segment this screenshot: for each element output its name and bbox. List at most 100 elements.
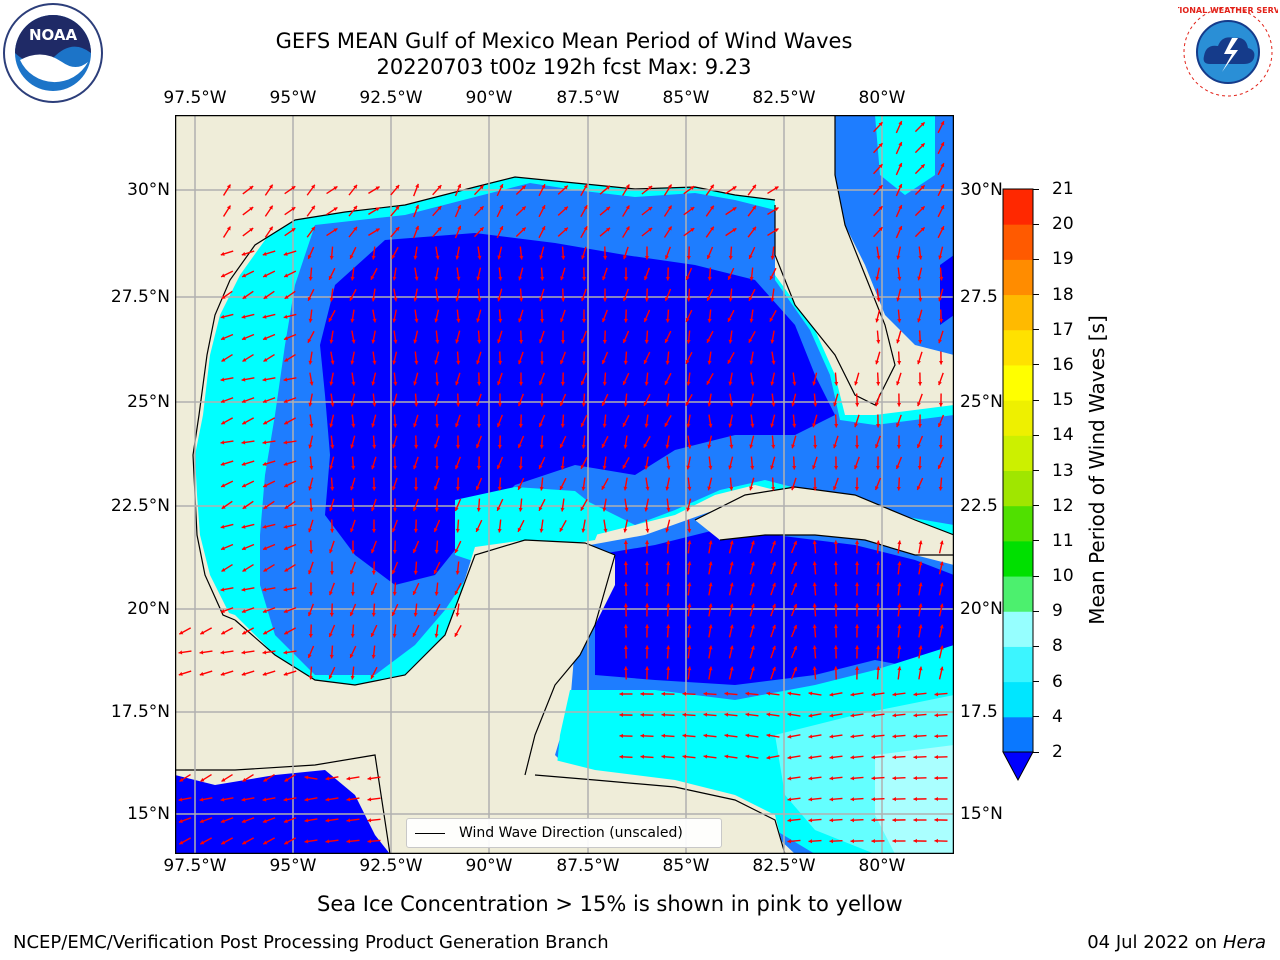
wind-wave-arrow-head [729,561,734,566]
wind-wave-arrow-head [686,507,691,512]
wind-wave-arrow-head [433,528,438,532]
wind-wave-arrow-head [687,540,692,545]
lat-tick-right: 17.5 [960,702,998,722]
wind-wave-arrow-head [728,255,733,260]
wind-wave-arrow-head [283,461,288,466]
lon-tick-top: 90°W [465,88,513,108]
wind-wave-arrow-head [539,402,544,407]
wind-wave-arrow-head [774,186,779,191]
lat-tick-right: 25°N [960,392,1003,412]
wind-wave-arrow-head [308,570,312,575]
wind-wave-arrow-head [850,797,855,802]
sea-ice-note: Sea Ice Concentration > 15% is shown in … [317,892,903,916]
lat-tick-left: 22.5°N [110,496,170,516]
colorbar-tick-mark [1033,223,1039,225]
wind-wave-arrow-head [226,184,231,189]
wind-wave-arrow-head [787,691,792,696]
wind-wave-arrow-head [518,276,523,281]
lat-tick-left: 20°N [127,599,170,619]
wind-wave-arrow-head [769,317,774,322]
wind-wave-arrow-head [833,603,838,608]
wind-wave-arrow-head [708,561,713,566]
wind-wave-arrow-head [371,654,376,659]
colorbar-tick-mark [1033,681,1039,683]
wind-wave-arrow-head [876,297,881,302]
wind-wave-arrow-head [939,582,944,587]
wind-wave-arrow-head [435,423,440,428]
wind-wave-arrow-head [896,381,901,386]
wind-wave-arrow-head [283,609,288,613]
colorbar-segment [1003,681,1033,718]
wind-wave-arrow-head [476,465,481,470]
wind-wave-arrow-head [307,296,312,301]
wind-wave-arrow-head [685,359,690,364]
wind-wave-arrow-head [622,297,627,302]
wind-wave-arrow-head [787,839,792,844]
wind-wave-arrow-head [766,755,771,760]
wind-wave-arrow-head [766,733,771,738]
wind-wave-arrow-head [370,275,375,280]
wind-wave-arrow-head [875,402,880,407]
wind-wave-arrow-head [793,666,798,671]
wind-wave-arrow-head [854,487,860,491]
wind-wave-arrow-head [938,339,943,344]
wind-wave-arrow-head [772,624,776,629]
wind-wave-arrow-head [833,666,838,671]
wind-wave-arrow-head [871,755,876,760]
wind-wave-arrow-head [284,336,288,341]
wind-wave-arrow-head [497,381,501,386]
lat-tick-left: 30°N [127,180,170,200]
coastlines [175,115,954,854]
wind-wave-arrow-head [732,186,737,190]
wind-wave-arrow-head [350,486,355,491]
wind-wave-arrow-head [304,839,309,844]
wind-wave-arrow-head [749,360,754,365]
lon-tick-top: 82.5°W [752,88,816,108]
wind-wave-arrow-head [687,528,692,533]
wind-wave-arrow-head [687,645,692,650]
wind-wave-arrow-head [372,444,377,449]
wind-wave-arrow-head [349,570,354,575]
wind-wave-arrow-head [433,486,438,491]
wind-wave-arrow-head [262,609,267,613]
wind-wave-arrow-head [414,444,419,449]
wind-wave-arrow-head [283,251,288,256]
wind-wave-arrow-head [623,444,628,449]
wind-wave-arrow-head [304,797,309,802]
wind-wave-arrow-head [499,184,504,189]
wind-wave-arrow-head [518,382,524,386]
wind-wave-arrow-head [606,185,610,190]
wind-wave-arrow-head [664,255,669,260]
wind-wave-arrow-head [918,297,923,302]
wind-wave-arrow-head [413,465,417,470]
wind-wave-arrow-head [220,650,225,655]
wind-wave-arrow-head [221,336,225,341]
wind-wave-arrow-head [622,464,627,469]
wind-wave-arrow-head [708,465,713,470]
colorbar-tick-mark [1033,575,1039,577]
wind-wave-arrow-head [395,206,400,210]
wind-wave-arrow-head [283,399,288,403]
wind-wave-arrow-head [707,402,712,407]
wind-wave-arrow-head [917,402,921,407]
wind-wave-arrow-head [664,380,669,385]
wind-wave-arrow-head [455,381,460,386]
wind-wave-arrow-head [603,528,608,533]
wind-wave-arrow-head [242,840,247,845]
wind-wave-arrow-head [661,691,666,696]
wind-wave-arrow-head [920,185,925,190]
wind-wave-arrow-head [666,540,671,545]
wind-wave-arrow-head [917,318,922,323]
wind-wave-arrow-head [625,184,630,189]
wind-wave-arrow-head [787,734,792,739]
wind-wave-arrow-head [518,318,523,323]
wind-wave-arrow-head [476,424,482,428]
wind-wave-arrow-head [311,205,315,210]
wind-wave-arrow-head [687,561,692,566]
wind-wave-arrow-head [690,186,695,190]
wind-wave-arrow-head [708,624,713,629]
wind-wave-arrow-head [307,612,312,617]
land-mexico-south [175,555,480,770]
colorbar-segment [1003,470,1033,507]
wind-wave-arrow-head [939,645,944,650]
